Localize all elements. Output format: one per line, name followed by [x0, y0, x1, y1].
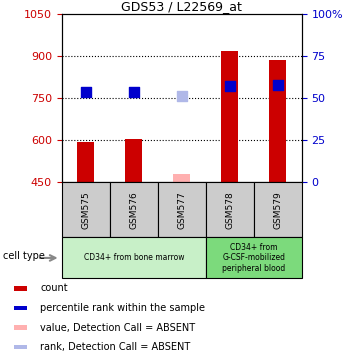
- Text: cell type: cell type: [3, 251, 45, 261]
- Point: [179, 94, 185, 99]
- Point: [131, 89, 137, 95]
- Text: percentile rank within the sample: percentile rank within the sample: [40, 303, 205, 313]
- Bar: [173, 174, 190, 182]
- Text: CD34+ from bone marrow: CD34+ from bone marrow: [83, 253, 184, 262]
- Text: value, Detection Call = ABSENT: value, Detection Call = ABSENT: [40, 322, 196, 333]
- Bar: [126, 139, 142, 182]
- Bar: [14, 286, 27, 291]
- Text: GSM577: GSM577: [177, 191, 186, 228]
- Bar: [270, 60, 286, 182]
- Point: [227, 83, 233, 89]
- Bar: [62, 237, 206, 278]
- Text: GSM575: GSM575: [81, 191, 90, 228]
- Bar: [206, 237, 302, 278]
- Text: GSM579: GSM579: [273, 191, 282, 228]
- Text: count: count: [40, 283, 68, 293]
- Bar: [62, 182, 110, 237]
- Point: [83, 89, 88, 95]
- Bar: [14, 345, 27, 350]
- Point: [275, 82, 281, 88]
- Bar: [110, 182, 158, 237]
- Bar: [14, 326, 27, 330]
- Bar: [206, 182, 254, 237]
- Bar: [14, 306, 27, 310]
- Text: rank, Detection Call = ABSENT: rank, Detection Call = ABSENT: [40, 342, 191, 352]
- Title: GDS53 / L22569_at: GDS53 / L22569_at: [121, 0, 242, 13]
- Bar: [158, 182, 206, 237]
- Text: GSM576: GSM576: [129, 191, 138, 228]
- Text: CD34+ from
G-CSF-mobilized
peripheral blood: CD34+ from G-CSF-mobilized peripheral bl…: [222, 243, 285, 273]
- Bar: [78, 141, 94, 182]
- Bar: [254, 182, 302, 237]
- Text: GSM578: GSM578: [225, 191, 234, 228]
- Bar: [222, 51, 238, 182]
